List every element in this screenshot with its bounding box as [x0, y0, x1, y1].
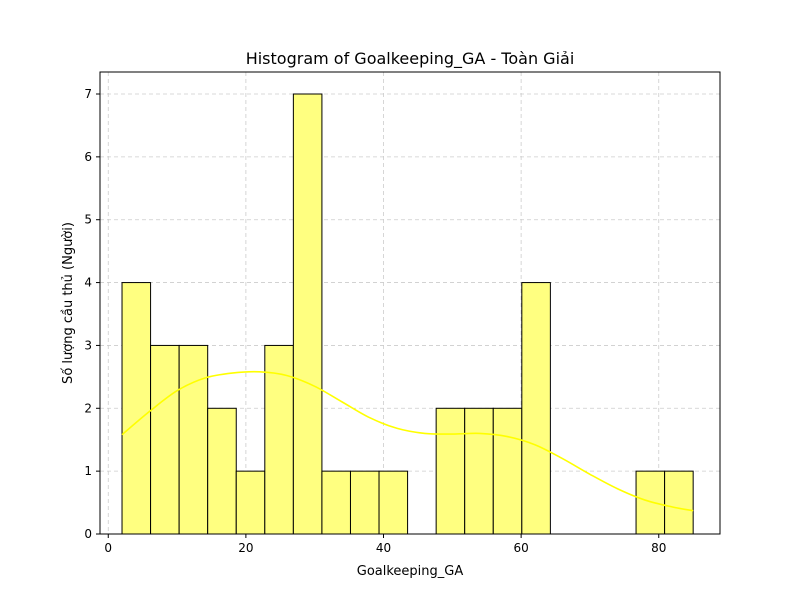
y-tick-label: 5: [84, 213, 92, 227]
y-axis-ticks: 0 1 2 3 4 5 6 7: [84, 87, 100, 541]
histogram-bar: [435, 407, 466, 535]
x-tick-label: 20: [238, 541, 253, 555]
y-tick-label: 2: [84, 401, 92, 415]
y-axis-label: Số lượng cầu thủ (Người): [61, 222, 76, 384]
histogram-bar: [321, 470, 351, 535]
histogram-bar: [178, 344, 209, 535]
y-tick-label: 0: [84, 527, 92, 541]
x-tick-label: 40: [376, 541, 391, 555]
grid-lines: [100, 72, 720, 535]
y-tick-label: 7: [84, 87, 92, 101]
x-tick-label: 0: [104, 541, 112, 555]
y-tick-label: 1: [84, 464, 92, 478]
histogram-bars: [121, 93, 694, 535]
histogram-bar: [378, 470, 409, 535]
histogram-bar: [235, 470, 266, 535]
x-axis-ticks: 0 20 40 60 80: [104, 534, 666, 555]
y-tick-label: 4: [84, 276, 92, 290]
x-tick-label: 80: [651, 541, 666, 555]
histogram-bar: [464, 407, 494, 535]
x-axis-label: Goalkeeping_GA: [357, 564, 464, 579]
histogram-bar: [292, 93, 323, 535]
histogram-bar: [521, 282, 551, 535]
chart-title: Histogram of Goalkeeping_GA - Toàn Giải: [246, 49, 575, 69]
histogram-bar: [207, 407, 237, 535]
histogram-bar: [492, 407, 523, 535]
kde-curve: [121, 370, 694, 512]
histogram-bar: [349, 470, 380, 535]
plot-frame: [99, 71, 721, 535]
y-tick-label: 3: [84, 338, 92, 352]
histogram-bar: [121, 282, 152, 535]
x-tick-label: 60: [513, 541, 528, 555]
y-tick-label: 6: [84, 150, 92, 164]
histogram-bar: [150, 344, 180, 535]
histogram-bar: [664, 470, 694, 535]
histogram-bar: [635, 470, 666, 535]
